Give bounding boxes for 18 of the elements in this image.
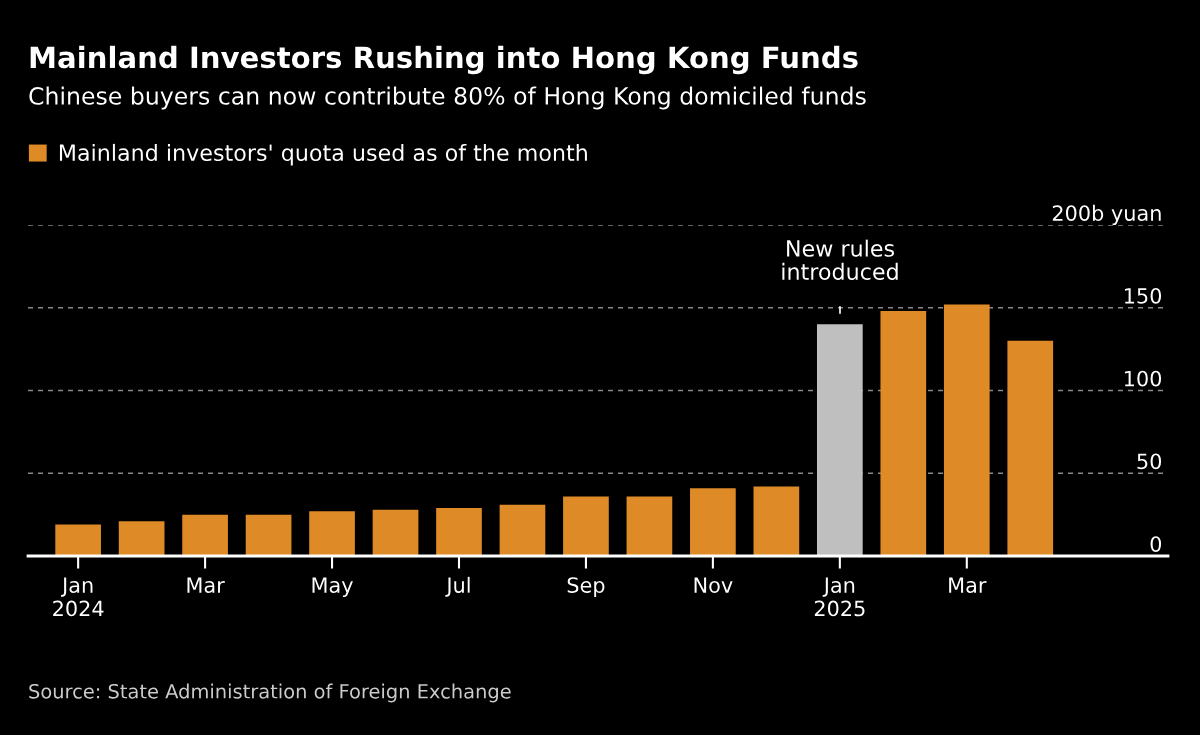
y-tick-label: 50 [1137, 453, 1162, 470]
source-note: Source: State Administration of Foreign Exchange [29, 683, 511, 703]
y-tick-label: 150 [1124, 287, 1162, 304]
chart-title: Mainland Investors Rushing into Hong Kong Funds [30, 45, 858, 75]
x-tick-label: Jan 2025 [814, 577, 865, 617]
legend-label: Mainland investors' quota used as of the month [59, 143, 587, 166]
x-tick-label: Sep [567, 577, 605, 597]
chart-subtitle: Chinese buyers can now contribute 80% of Hong Kong domiciled funds [29, 86, 866, 110]
x-tick-label: Nov [694, 577, 733, 593]
x-tick-label: Jul [445, 576, 470, 597]
y-tick-label: 0 [1150, 536, 1162, 552]
x-tick-label: Mar [949, 577, 987, 593]
x-tick-label: Jan 2024 [53, 577, 104, 617]
x-tick-label: Mar [187, 577, 225, 593]
y-tick-label: 200b yuan [1052, 204, 1161, 225]
x-tick-label: May [312, 577, 353, 597]
annotation: New rules introduced [782, 239, 898, 281]
y-tick-label: 100 [1124, 370, 1162, 387]
